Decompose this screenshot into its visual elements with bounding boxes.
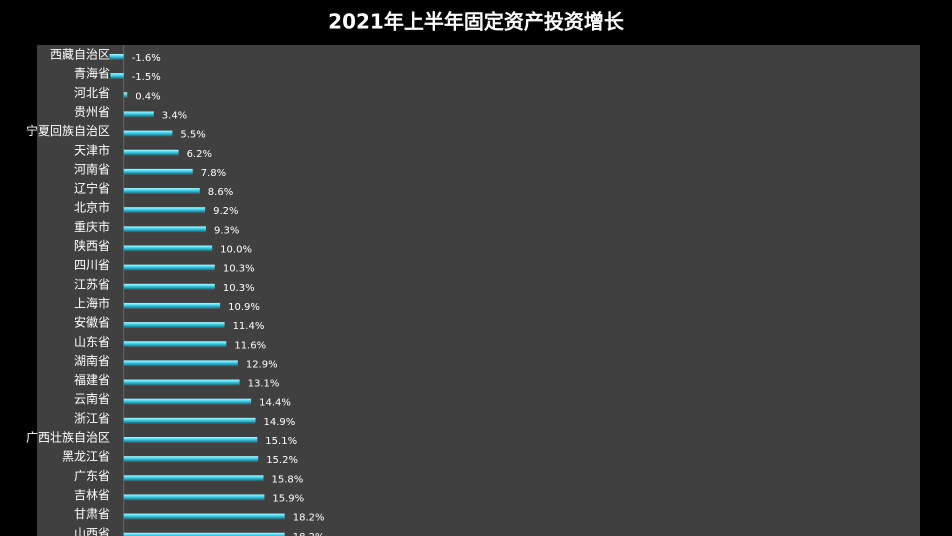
bar xyxy=(110,73,124,80)
y-tick-label: 重庆市 xyxy=(74,219,110,234)
bar xyxy=(123,226,206,233)
value-label: 7.8% xyxy=(201,168,226,179)
value-label: 9.2% xyxy=(213,206,238,217)
y-tick-label: 广西壮族自治区 xyxy=(26,431,110,445)
value-label: 5.5% xyxy=(180,130,205,141)
y-tick-label: 天津市 xyxy=(74,142,110,157)
value-label: -1.6% xyxy=(132,53,161,64)
value-label: 15.1% xyxy=(265,436,297,447)
value-label: 18.2% xyxy=(293,513,325,524)
value-label: 15.8% xyxy=(272,474,304,485)
bar xyxy=(123,532,285,536)
y-tick-label: 黑龙江省 xyxy=(62,450,110,464)
bar xyxy=(123,475,264,482)
bar xyxy=(123,322,225,329)
y-tick-label: 西藏自治区 xyxy=(50,48,110,62)
bar xyxy=(123,302,221,309)
y-tick-label: 山西省 xyxy=(74,526,110,536)
bar xyxy=(123,360,238,367)
y-tick-label: 安徽省 xyxy=(74,315,110,330)
value-label: 6.2% xyxy=(187,149,212,160)
y-tick-label: 福建省 xyxy=(74,372,110,387)
y-tick-label: 陕西省 xyxy=(74,238,110,253)
bar xyxy=(123,379,240,386)
value-label: 9.3% xyxy=(214,225,239,236)
bar xyxy=(123,168,193,175)
value-label: 10.3% xyxy=(223,264,255,275)
y-tick-label: 辽宁省 xyxy=(74,181,110,196)
bar xyxy=(123,130,173,137)
y-tick-label: 江苏省 xyxy=(74,277,110,291)
y-tick-label: 浙江省 xyxy=(74,411,110,425)
value-label: 11.4% xyxy=(233,321,265,332)
value-label: 15.9% xyxy=(272,493,304,504)
bar xyxy=(123,513,285,520)
value-label: 12.9% xyxy=(246,359,278,370)
bar xyxy=(123,207,206,214)
bar xyxy=(123,494,265,501)
value-label: 11.6% xyxy=(234,340,266,351)
y-tick-label: 贵州省 xyxy=(74,105,110,119)
y-tick-label: 山东省 xyxy=(74,335,110,349)
bar xyxy=(123,398,252,405)
value-label: 10.0% xyxy=(220,245,252,256)
value-label: 10.9% xyxy=(228,302,260,313)
y-tick-label: 宁夏回族自治区 xyxy=(26,123,110,138)
bar xyxy=(109,54,124,60)
y-tick-label: 青海省 xyxy=(74,66,110,81)
value-label: 14.9% xyxy=(264,417,296,428)
bar xyxy=(123,92,128,99)
bar xyxy=(123,341,227,348)
bar xyxy=(123,188,200,195)
plot-area xyxy=(37,45,920,536)
bar xyxy=(123,264,215,271)
bar xyxy=(123,437,258,443)
y-tick-label: 河北省 xyxy=(74,86,110,100)
value-label: 15.2% xyxy=(266,455,298,466)
value-label: 0.4% xyxy=(135,91,160,102)
bar xyxy=(123,149,179,156)
value-label: 13.1% xyxy=(248,379,280,390)
y-tick-label: 四川省 xyxy=(74,258,110,272)
bar xyxy=(123,417,256,424)
value-label: 14.4% xyxy=(259,398,291,409)
y-tick-label: 湖南省 xyxy=(74,353,110,368)
value-label: 3.4% xyxy=(162,110,187,121)
y-tick-label: 吉林省 xyxy=(74,488,110,502)
bar xyxy=(123,245,213,252)
bar xyxy=(123,283,215,290)
y-tick-label: 甘肃省 xyxy=(74,507,110,521)
bar xyxy=(123,111,154,118)
chart-title: 2021年上半年固定资产投资增长 xyxy=(328,10,625,34)
bar xyxy=(123,456,259,463)
value-label: -1.5% xyxy=(132,72,161,83)
y-tick-label: 河南省 xyxy=(74,161,110,176)
y-tick-label: 广东省 xyxy=(74,469,110,483)
y-tick-label: 云南省 xyxy=(74,391,110,406)
value-label: 8.6% xyxy=(208,187,233,198)
value-label: 18.2% xyxy=(293,532,325,536)
value-label: 10.3% xyxy=(223,283,255,294)
y-tick-label: 北京市 xyxy=(74,200,110,215)
y-tick-label: 上海市 xyxy=(74,295,110,310)
